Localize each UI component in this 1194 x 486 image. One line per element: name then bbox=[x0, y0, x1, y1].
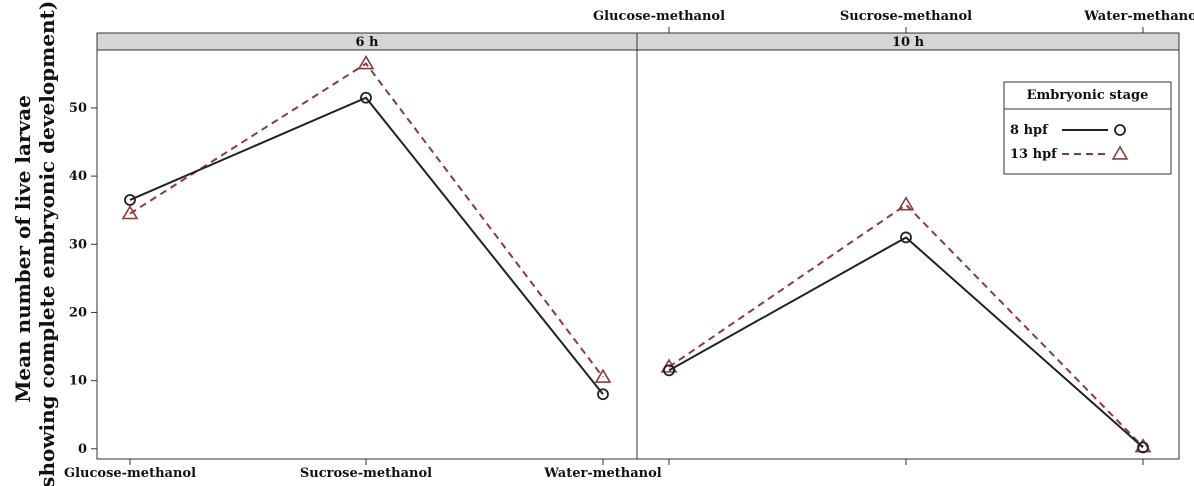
panel-strip-label-1: 6 h bbox=[355, 35, 379, 50]
series-line-8-hpf-panel2 bbox=[668, 236, 1144, 449]
y-axis-label-line2: (showing complete embryonic development) bbox=[35, 1, 59, 486]
data-point-13-hpf-panel1-3 bbox=[594, 368, 612, 383]
legend-label-8-hpf: 8 hpf bbox=[1010, 123, 1049, 138]
y-tick-label-0: 0 bbox=[78, 442, 87, 457]
series-line-13-hpf-panel1 bbox=[129, 62, 604, 378]
y-tick-label-30: 30 bbox=[69, 237, 87, 252]
y-tick-label-10: 10 bbox=[69, 374, 87, 389]
x-tick-label-bottom-1: Glucose-methanol bbox=[64, 466, 196, 481]
data-point-8-hpf-panel2-1 bbox=[663, 364, 675, 377]
series-line-13-hpf-panel2 bbox=[668, 203, 1144, 448]
data-point-13-hpf-panel1-2 bbox=[357, 55, 375, 70]
y-tick-label-40: 40 bbox=[69, 169, 87, 184]
data-point-13-hpf-panel2-2 bbox=[897, 196, 915, 211]
axes: 0 10 20 30 40 50 Glucose-methanol Glucose-metha… bbox=[64, 9, 1194, 481]
legend-label-13-hpf: 13 hpf bbox=[1010, 147, 1058, 162]
panel-plot-area-2 bbox=[636, 49, 1180, 460]
x-tick-label-bottom-3: Water-methanol bbox=[543, 466, 661, 481]
data-point-8-hpf-panel2-3 bbox=[1137, 441, 1149, 454]
series bbox=[121, 55, 1152, 454]
plot-frames: 6 h 10 h bbox=[96, 32, 1180, 460]
data-point-8-hpf-panel2-2 bbox=[900, 231, 912, 244]
y-tick-label-50: 50 bbox=[69, 101, 87, 116]
legend-marker-13-hpf bbox=[1111, 145, 1129, 160]
data-point-8-hpf-panel1-1 bbox=[124, 194, 136, 206]
series-line-8-hpf-panel1 bbox=[129, 96, 604, 395]
legend-box bbox=[1003, 81, 1172, 175]
x-tick-label-top-2: Sucrose-methanol bbox=[840, 9, 972, 24]
legend: Embryonic stage 8 hpf 13 hpf bbox=[1003, 81, 1172, 175]
panel-strip-label-2: 10 h bbox=[892, 35, 925, 50]
y-axis-label-line1: Mean number of live larvae bbox=[11, 95, 35, 403]
panel-plot-area-1 bbox=[96, 49, 638, 460]
y-axis-label: Mean number of live larvae (showing comp… bbox=[11, 1, 59, 486]
x-tick-label-bottom-2: Sucrose-methanol bbox=[300, 466, 432, 481]
legend-marker-8-hpf bbox=[1114, 124, 1126, 136]
y-tick-label-20: 20 bbox=[69, 305, 87, 320]
x-tick-label-top-3: Water-methanol bbox=[1083, 9, 1194, 24]
data-point-8-hpf-panel1-2 bbox=[360, 91, 372, 104]
data-point-13-hpf-panel1-1 bbox=[121, 205, 139, 220]
x-tick-label-top-1: Glucose-methanol bbox=[593, 9, 725, 24]
data-point-8-hpf-panel1-3 bbox=[597, 388, 609, 401]
legend-title: Embryonic stage bbox=[1027, 88, 1149, 103]
